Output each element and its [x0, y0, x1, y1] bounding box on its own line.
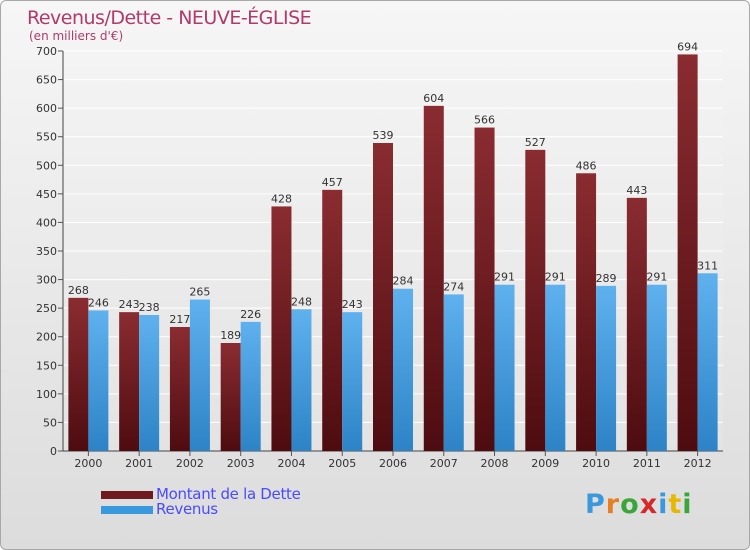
data-label-revenus: 291: [646, 271, 667, 284]
y-tick-label: 300: [36, 274, 57, 287]
bar-revenus: [393, 288, 413, 451]
bar-revenus: [697, 273, 718, 451]
y-tick-label: 250: [36, 302, 57, 315]
y-tick-label: 650: [36, 74, 57, 87]
bar-dette: [423, 105, 444, 451]
logo-letter: o: [620, 489, 640, 520]
legend-swatch-revenus: [101, 506, 153, 514]
data-label-dette: 604: [423, 92, 444, 105]
logo-letter: P: [585, 489, 606, 520]
bar-dette: [119, 312, 140, 451]
data-label-dette: 527: [525, 136, 546, 149]
x-tick-label: 2005: [328, 457, 356, 470]
x-tick-label: 2004: [277, 457, 305, 470]
proxiti-logo: Proxiti: [585, 489, 693, 520]
bar-dette: [271, 206, 292, 451]
y-tick-label: 0: [50, 445, 57, 458]
bar-revenus: [646, 284, 667, 451]
data-label-revenus: 226: [240, 308, 261, 321]
x-tick-label: 2012: [684, 457, 712, 470]
logo-letter: i: [658, 489, 669, 520]
bar-revenus: [596, 285, 617, 451]
x-tick-label: 2009: [531, 457, 559, 470]
data-label-dette: 189: [220, 329, 241, 342]
data-label-dette: 457: [322, 176, 343, 189]
x-tick-label: 2002: [176, 457, 204, 470]
data-label-revenus: 243: [342, 298, 363, 311]
x-tick-label: 2010: [582, 457, 610, 470]
data-label-dette: 243: [119, 298, 140, 311]
x-tick-label: 2011: [633, 457, 661, 470]
x-tick-label: 2000: [74, 457, 102, 470]
logo-letter: x: [639, 489, 659, 520]
y-tick-label: 700: [36, 45, 57, 58]
data-label-dette: 694: [677, 40, 698, 53]
y-tick-label: 200: [36, 331, 57, 344]
bar-dette: [677, 54, 698, 452]
y-tick-label: 500: [36, 159, 57, 172]
bar-revenus: [240, 321, 261, 451]
y-tick-label: 100: [36, 388, 57, 401]
data-label-dette: 539: [373, 129, 394, 142]
bar-revenus: [545, 284, 566, 451]
legend-label-dette: Montant de la Dette: [156, 485, 301, 503]
bar-dette: [525, 149, 546, 451]
data-label-revenus: 291: [545, 271, 566, 284]
data-label-revenus: 238: [139, 301, 160, 314]
y-tick-label: 350: [36, 245, 57, 258]
legend-label-revenus: Revenus: [156, 500, 218, 518]
chart-subtitle: (en milliers d'€): [29, 29, 124, 43]
y-tick-label: 50: [43, 416, 57, 429]
logo-letter: t: [668, 489, 683, 520]
data-label-dette: 486: [576, 159, 597, 172]
bar-revenus: [139, 315, 160, 451]
bar-dette: [322, 189, 343, 451]
x-tick-label: 2008: [481, 457, 509, 470]
logo-letter: i: [682, 489, 693, 520]
bar-dette: [576, 173, 597, 452]
bar-dette: [220, 343, 241, 451]
bar-revenus: [494, 284, 515, 451]
data-label-dette: 428: [271, 192, 292, 205]
data-label-revenus: 289: [596, 272, 617, 285]
x-tick-label: 2003: [227, 457, 255, 470]
data-label-revenus: 265: [189, 286, 210, 299]
bar-revenus: [291, 309, 312, 451]
logo-letter: r: [605, 489, 621, 520]
bar-dette: [68, 297, 89, 451]
bar-revenus: [189, 299, 210, 451]
y-tick-label: 400: [36, 216, 57, 229]
data-label-revenus: 291: [494, 271, 515, 284]
bar-dette: [169, 327, 190, 451]
y-tick-label: 450: [36, 188, 57, 201]
data-label-dette: 268: [68, 284, 89, 297]
bar-dette: [474, 127, 495, 452]
chart-title: Revenus/Dette - NEUVE-ÉGLISE: [27, 7, 312, 29]
data-label-dette: 443: [626, 184, 647, 197]
data-label-revenus: 246: [88, 296, 109, 309]
bar-revenus: [342, 312, 363, 451]
data-label-revenus: 248: [291, 295, 312, 308]
x-tick-label: 2001: [125, 457, 153, 470]
legend-swatch-dette: [101, 491, 153, 499]
bar-revenus: [443, 294, 464, 451]
x-tick-label: 2007: [430, 457, 458, 470]
data-label-dette: 217: [169, 313, 190, 326]
bar-dette: [373, 143, 393, 451]
data-label-dette: 566: [474, 114, 495, 127]
y-tick-label: 550: [36, 131, 57, 144]
data-label-revenus: 311: [697, 259, 718, 272]
x-tick-label: 2006: [379, 457, 407, 470]
bar-revenus: [88, 310, 109, 451]
bar-dette: [626, 197, 647, 451]
data-label-revenus: 274: [443, 280, 464, 293]
y-tick-label: 600: [36, 102, 57, 115]
y-tick-label: 150: [36, 359, 57, 372]
data-label-revenus: 284: [393, 275, 414, 288]
